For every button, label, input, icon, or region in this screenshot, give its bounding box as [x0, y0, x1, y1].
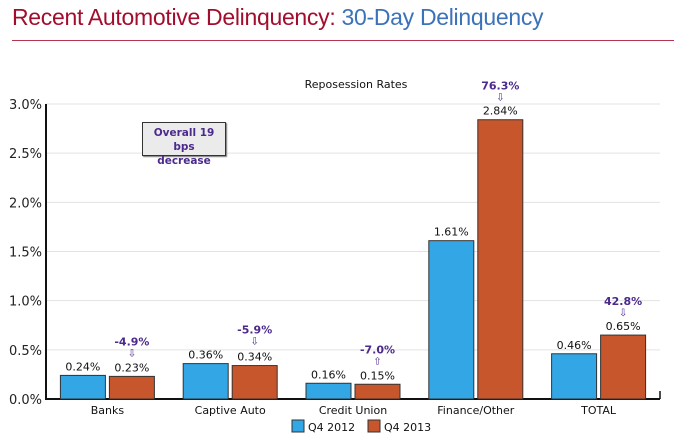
arrow-down-icon: ⇩: [128, 348, 136, 359]
y-tick-label: 3.0%: [9, 98, 42, 113]
data-label: 0.24%: [65, 360, 100, 373]
y-tick-label: 1.5%: [9, 246, 42, 261]
change-annotation: -5.9%: [237, 324, 272, 337]
x-tick-label: Credit Union: [319, 404, 387, 417]
change-annotation: -7.0%: [360, 343, 395, 356]
title-sub: 30-Day Delinquency: [341, 4, 544, 30]
x-tick-label: Banks: [91, 404, 125, 417]
bar-q4-2013: [477, 119, 524, 400]
bar-q4-2013: [108, 375, 155, 400]
legend-label: Q4 2013: [384, 421, 431, 434]
y-tick-label: 0.5%: [9, 344, 42, 359]
arrow-down-icon: ⇩: [496, 93, 504, 104]
data-label: 0.46%: [557, 339, 592, 352]
arrow-up-icon: ⇧: [373, 356, 381, 367]
bar-q4-2013: [231, 365, 278, 400]
y-tick-label: 0.0%: [9, 393, 42, 408]
legend-swatch: [367, 419, 381, 433]
callout-line-2: decrease: [157, 155, 211, 167]
title-main: Recent Automotive Delinquency:: [12, 4, 336, 30]
data-label: 0.34%: [237, 351, 272, 364]
data-label: 0.15%: [360, 369, 395, 382]
data-label: 0.16%: [311, 368, 346, 381]
bar-q4-2012: [551, 353, 598, 400]
y-tick-label: 2.0%: [9, 196, 42, 211]
arrow-down-icon: ⇩: [619, 308, 627, 319]
legend-label: Q4 2012: [308, 421, 355, 434]
change-annotation: 76.3%: [481, 80, 519, 93]
x-tick-label: Finance/Other: [437, 404, 514, 417]
data-label: 0.36%: [188, 349, 223, 362]
page-title: Recent Automotive Delinquency: 30-Day De…: [12, 4, 544, 31]
chart-title: Reposession Rates: [305, 78, 408, 91]
y-tick-label: 1.0%: [9, 295, 42, 310]
data-label: 2.84%: [483, 105, 518, 118]
data-label: 0.65%: [606, 320, 641, 333]
y-tick-label: 2.5%: [9, 147, 42, 162]
change-annotation: 42.8%: [604, 295, 642, 308]
callout-line-1: Overall 19 bps: [153, 127, 215, 153]
x-tick-label: TOTAL: [580, 404, 617, 417]
summary-callout: Overall 19 bps decrease: [142, 122, 226, 167]
bar-q4-2012: [305, 382, 352, 400]
bar-q4-2012: [182, 363, 229, 400]
arrow-down-icon: ⇩: [251, 337, 259, 348]
bar-q4-2012: [428, 240, 475, 400]
data-label: 1.61%: [434, 226, 469, 239]
title-divider: [12, 40, 674, 41]
x-tick-label: Captive Auto: [195, 404, 266, 417]
bar-q4-2012: [59, 374, 106, 400]
change-annotation: -4.9%: [114, 335, 149, 348]
legend-swatch: [291, 419, 305, 433]
data-label: 0.23%: [114, 361, 149, 374]
bar-q4-2013: [600, 334, 647, 400]
bar-q4-2013: [354, 383, 401, 400]
